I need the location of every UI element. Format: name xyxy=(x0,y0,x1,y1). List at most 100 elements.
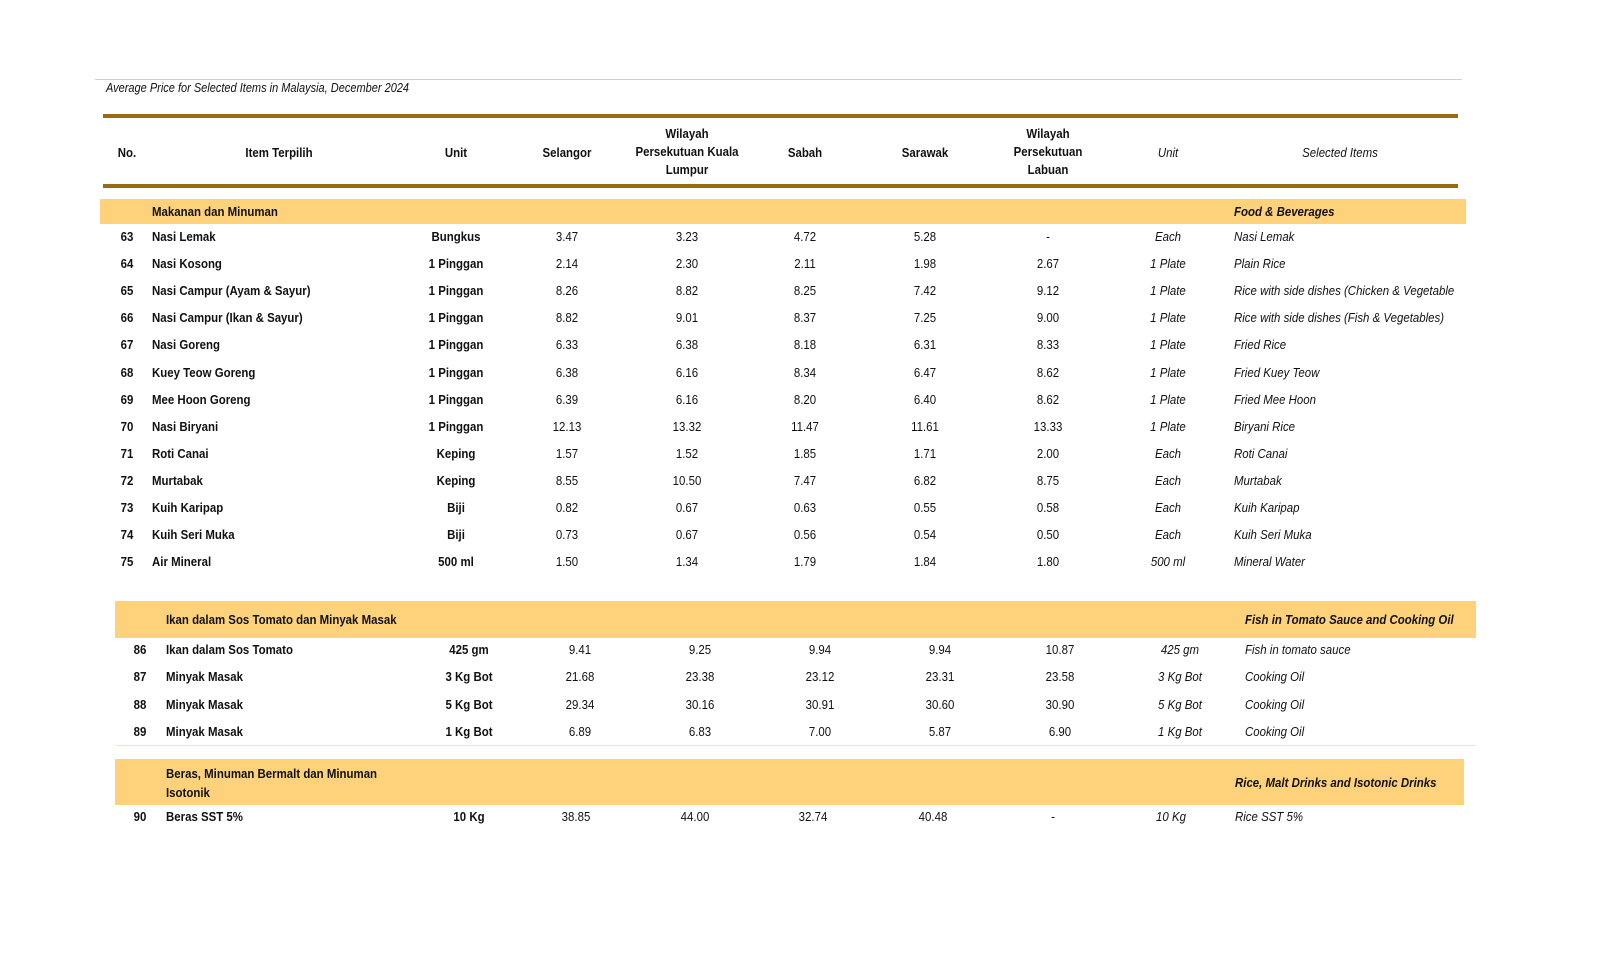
item-name-en: Fried Rice xyxy=(1234,337,1287,353)
item-name: Minyak Masak xyxy=(166,669,243,685)
item-unit: 5 Kg Bot xyxy=(445,696,493,712)
item-name: Minyak Masak xyxy=(166,696,243,712)
header-bottom-rule xyxy=(103,184,1458,188)
item-name: Nasi Goreng xyxy=(152,337,221,353)
item-unit-en: Each xyxy=(1154,445,1182,461)
price-sabah: 8.25 xyxy=(793,283,817,299)
price-selangor: 8.26 xyxy=(555,283,579,299)
price-labuan: 10.87 xyxy=(1045,642,1075,657)
price-selangor: 8.82 xyxy=(555,310,579,326)
price-sarawak: 0.55 xyxy=(913,500,937,515)
price-sabah: 1.85 xyxy=(793,445,817,461)
price-selangor: 6.39 xyxy=(555,391,579,407)
item-unit: 1 Pinggan xyxy=(428,391,484,407)
price-labuan: 30.90 xyxy=(1045,696,1075,712)
item-unit: 500 ml xyxy=(438,554,474,570)
item-name-en: Cooking Oil xyxy=(1245,723,1305,739)
item-name: Mee Hoon Goreng xyxy=(152,391,251,407)
item-name: Nasi Biryani xyxy=(152,418,219,434)
section-title-en: Fish in Tomato Sauce and Cooking Oil xyxy=(1245,612,1454,627)
price-labuan: 8.62 xyxy=(1036,364,1060,380)
item-name-en: Fish in tomato sauce xyxy=(1245,642,1351,657)
price-sabah: 0.56 xyxy=(793,527,817,543)
header-sabah: Sabah xyxy=(787,145,823,160)
price-sabah: 30.91 xyxy=(805,696,835,712)
price-kuala-lumpur: 44.00 xyxy=(680,809,710,824)
item-unit-en: 1 Plate xyxy=(1150,310,1186,326)
price-sabah: 11.47 xyxy=(791,418,819,434)
section-band xyxy=(115,759,1464,805)
item-unit: 1 Pinggan xyxy=(428,310,484,326)
item-name: Murtabak xyxy=(152,472,203,488)
item-unit-en: Each xyxy=(1154,229,1182,244)
row-number: 74 xyxy=(120,527,134,543)
price-selangor: 6.89 xyxy=(568,723,592,739)
item-unit-en: Each xyxy=(1154,472,1182,488)
price-kuala-lumpur: 9.25 xyxy=(688,642,712,657)
price-sabah: 8.20 xyxy=(793,391,817,407)
section-band xyxy=(100,199,1466,224)
price-labuan: 1.80 xyxy=(1036,554,1060,570)
price-sabah: 2.11 xyxy=(794,256,816,272)
item-name: Nasi Kosong xyxy=(152,256,222,272)
item-unit-en: Each xyxy=(1154,500,1182,515)
header-selangor: Selangor xyxy=(542,145,592,160)
price-kuala-lumpur: 1.34 xyxy=(675,554,699,570)
price-labuan: - xyxy=(1051,809,1055,824)
price-sarawak: 23.31 xyxy=(925,669,955,685)
price-sabah: 8.18 xyxy=(793,337,817,353)
section-title-en: Food & Beverages xyxy=(1234,204,1335,219)
price-selangor: 0.82 xyxy=(555,500,579,515)
row-number: 89 xyxy=(133,723,147,739)
price-selangor: 8.55 xyxy=(555,472,579,488)
price-labuan: 23.58 xyxy=(1045,669,1075,685)
price-kuala-lumpur: 2.30 xyxy=(675,256,699,272)
item-unit-en: 500 ml xyxy=(1150,554,1186,570)
price-selangor: 38.85 xyxy=(561,809,591,824)
price-kuala-lumpur: 0.67 xyxy=(675,527,699,543)
price-selangor: 1.50 xyxy=(555,554,579,570)
item-unit-en: 3 Kg Bot xyxy=(1158,669,1202,685)
price-kuala-lumpur: 8.82 xyxy=(675,283,699,299)
price-sabah: 7.00 xyxy=(808,723,832,739)
section-band xyxy=(115,601,1476,638)
price-labuan: 8.75 xyxy=(1036,472,1060,488)
item-name-en: Murtabak xyxy=(1234,472,1282,488)
header-item: Item Terpilih xyxy=(245,145,313,160)
item-name: Air Mineral xyxy=(152,554,212,570)
row-number: 71 xyxy=(120,445,134,461)
item-unit: 3 Kg Bot xyxy=(445,669,493,685)
item-unit-en: 1 Plate xyxy=(1150,391,1186,407)
item-name-en: Rice with side dishes (Chicken & Vegetab… xyxy=(1234,283,1455,299)
item-unit-en: 425 gm xyxy=(1160,642,1200,657)
item-unit-en: Each xyxy=(1154,527,1182,543)
section-title-en: Rice, Malt Drinks and Isotonic Drinks xyxy=(1235,775,1437,790)
item-name-en: Cooking Oil xyxy=(1245,696,1305,712)
price-sabah: 32.74 xyxy=(798,809,828,824)
price-labuan: 2.67 xyxy=(1036,256,1060,272)
price-selangor: 0.73 xyxy=(555,527,579,543)
price-kuala-lumpur: 6.16 xyxy=(675,391,699,407)
row-number: 87 xyxy=(133,669,147,685)
price-sabah: 0.63 xyxy=(793,500,817,515)
item-name: Kuih Karipap xyxy=(152,500,224,515)
item-name-en: Biryani Rice xyxy=(1234,418,1296,434)
header-top-rule xyxy=(103,114,1458,118)
row-number: 90 xyxy=(133,809,147,824)
table-title: Average Price for Selected Items in Mala… xyxy=(106,81,410,95)
price-kuala-lumpur: 30.16 xyxy=(685,696,715,712)
price-sarawak: 30.60 xyxy=(925,696,955,712)
item-unit-en: 10 Kg xyxy=(1156,809,1186,824)
price-sabah: 4.72 xyxy=(793,229,817,244)
price-kuala-lumpur: 13.32 xyxy=(672,418,702,434)
price-kuala-lumpur: 9.01 xyxy=(675,310,699,326)
price-labuan: 9.00 xyxy=(1036,310,1060,326)
item-unit: 1 Pinggan xyxy=(428,337,484,353)
item-name-en: Roti Canai xyxy=(1234,445,1288,461)
item-name-en: Fried Kuey Teow xyxy=(1234,364,1320,380)
row-number: 72 xyxy=(120,472,134,488)
price-sarawak: 9.94 xyxy=(928,642,952,657)
item-unit-en: 1 Plate xyxy=(1150,418,1186,434)
section-title-ms: Makanan dan Minuman xyxy=(152,204,278,219)
row-number: 70 xyxy=(120,418,134,434)
